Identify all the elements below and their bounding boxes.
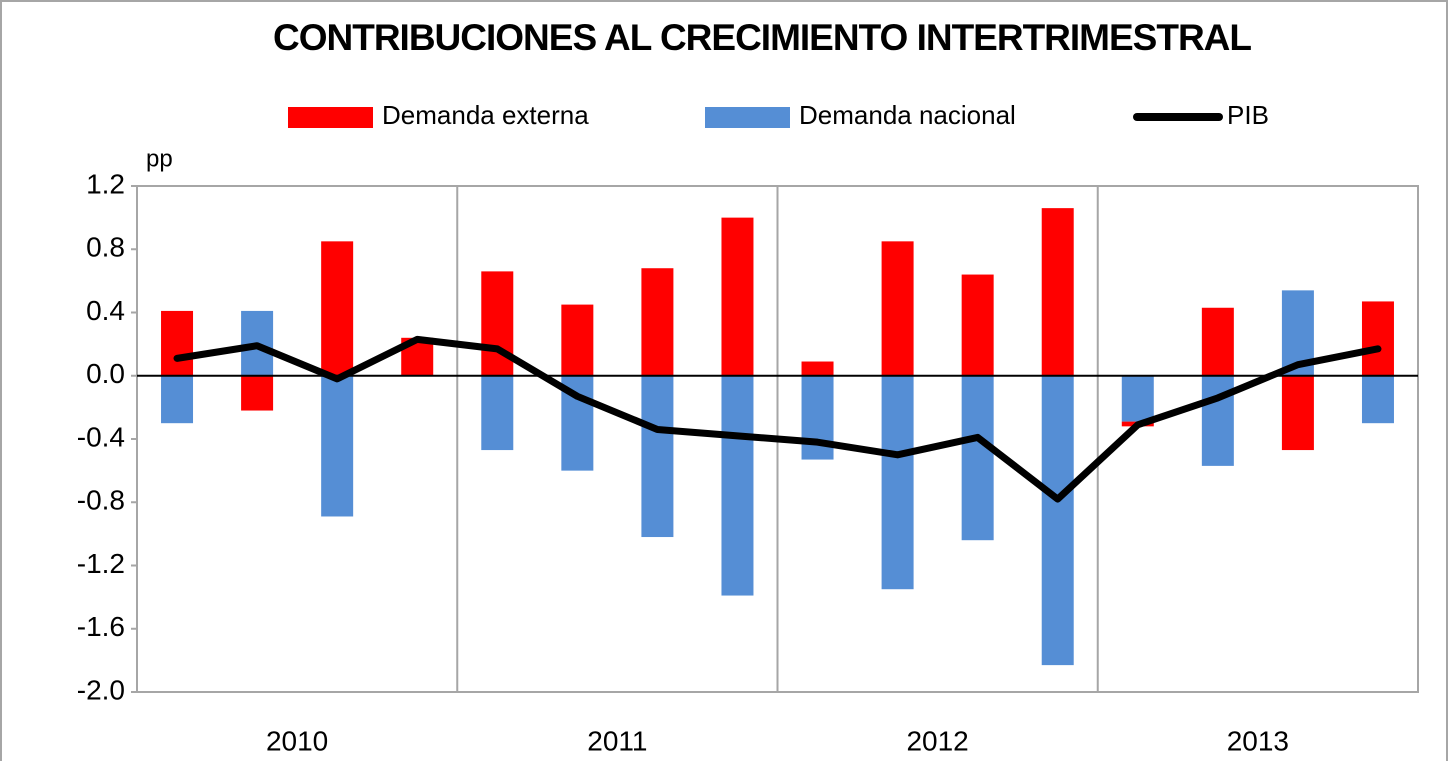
- bar: [1121, 375, 1154, 422]
- bar: [1201, 375, 1234, 466]
- bar: [721, 375, 754, 596]
- y-tick-label: -2.0: [77, 674, 125, 705]
- bar: [481, 375, 514, 451]
- bar: [641, 375, 674, 538]
- y-tick-label: -1.2: [77, 548, 125, 579]
- y-tick-label: -0.4: [77, 421, 125, 452]
- x-group-label: 2012: [906, 725, 968, 756]
- x-group-label: 2013: [1227, 725, 1289, 756]
- bar: [1361, 375, 1394, 424]
- bar: [1041, 375, 1074, 666]
- bar: [881, 375, 914, 590]
- bar: [241, 375, 274, 411]
- y-tick-label: 0.0: [86, 358, 125, 389]
- legend-label: Demanda externa: [382, 100, 589, 130]
- bar: [641, 268, 674, 376]
- y-unit: pp: [146, 145, 173, 172]
- bar: [561, 304, 594, 376]
- bar: [321, 241, 354, 376]
- bar: [881, 241, 914, 376]
- x-group-label: 2010: [266, 725, 328, 756]
- bar: [961, 274, 994, 376]
- bar: [1201, 307, 1234, 376]
- y-tick-label: -0.8: [77, 485, 125, 516]
- y-tick-label: 1.2: [86, 168, 125, 199]
- chart-title: CONTRIBUCIONES AL CRECIMIENTO INTERTRIME…: [273, 17, 1251, 58]
- legend-swatch: [705, 107, 790, 128]
- y-tick-label: 0.8: [86, 232, 125, 263]
- bar: [481, 271, 514, 376]
- legend-label: Demanda nacional: [799, 100, 1016, 130]
- x-group-label: 2011: [587, 725, 647, 756]
- bar: [321, 375, 354, 517]
- bar: [1361, 301, 1394, 376]
- legend-label: PIB: [1227, 100, 1269, 130]
- bar: [1041, 208, 1074, 376]
- line-series: [173, 335, 1382, 503]
- bar: [161, 375, 194, 424]
- legend-swatch: [288, 107, 373, 128]
- y-tick-label: 0.4: [86, 295, 125, 326]
- bar: [1281, 375, 1314, 451]
- bar: [961, 375, 994, 541]
- bar: [801, 361, 834, 376]
- bar: [161, 310, 194, 376]
- y-tick-label: -1.6: [77, 611, 125, 642]
- bar: [721, 217, 754, 376]
